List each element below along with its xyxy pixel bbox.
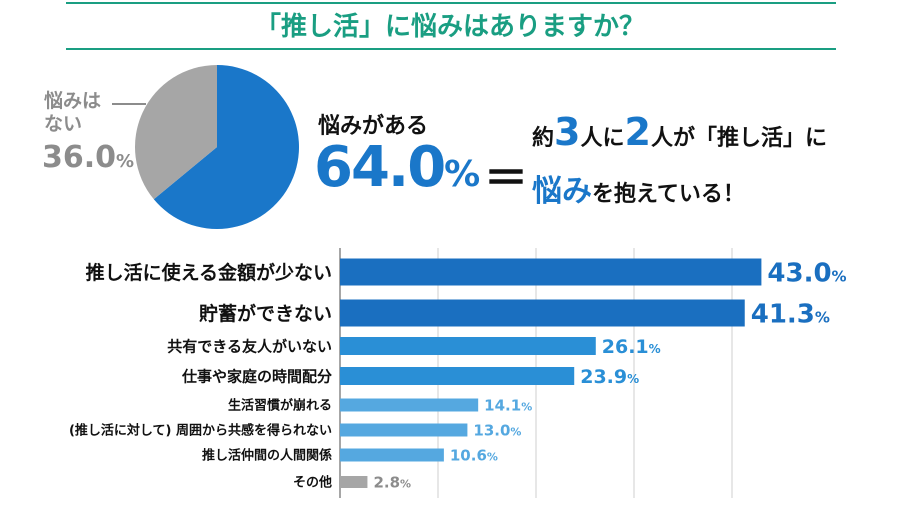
bar-value-pct-1: % bbox=[815, 308, 830, 326]
pie-yes-number: 64.0 bbox=[314, 135, 446, 200]
pie-slice-yes bbox=[153, 65, 299, 229]
summary-text-rest: 人が「推し活」に bbox=[650, 126, 827, 151]
bar-0 bbox=[340, 258, 762, 286]
bar-4 bbox=[340, 398, 479, 412]
title-rule-top bbox=[66, 2, 836, 4]
bar-value-pct-0: % bbox=[832, 267, 847, 285]
bar-value-5: 13.0% bbox=[473, 421, 521, 439]
bar-value-6: 10.6% bbox=[450, 446, 498, 464]
bar-label-3: 仕事や家庭の時間配分 bbox=[181, 367, 332, 385]
equals-sign: ＝ bbox=[484, 153, 528, 204]
summary-nayami: 悩み bbox=[532, 174, 592, 209]
bar-label-1: 貯蓄ができない bbox=[199, 302, 332, 325]
bar-value-2: 26.1% bbox=[602, 336, 661, 358]
pie-no-label-line2: ない bbox=[44, 113, 83, 135]
bar-value-pct-4: % bbox=[521, 400, 532, 413]
bar-value-1: 41.3% bbox=[751, 299, 830, 329]
bar-label-5: (推し活に対して) 周囲から共感を得られない bbox=[69, 423, 332, 439]
pie-no-value: 36.0% bbox=[42, 140, 134, 175]
bar-value-pct-5: % bbox=[510, 425, 521, 438]
bar-value-pct-2: % bbox=[649, 342, 661, 356]
summary-line-1: 約3人に2人が「推し活」に bbox=[532, 110, 827, 154]
bar-value-3: 23.9% bbox=[580, 366, 639, 388]
bar-label-0: 推し活に使える金額が少ない bbox=[86, 261, 332, 284]
summary-text-end: を抱えている！ bbox=[592, 182, 745, 207]
bar-value-pct-7: % bbox=[400, 477, 411, 490]
pie-no-label-line1: 悩みは bbox=[44, 90, 102, 112]
bar-5 bbox=[340, 423, 468, 437]
pie-yes-value: 64.0% bbox=[314, 135, 480, 200]
bar-value-7: 2.8% bbox=[373, 473, 411, 491]
pie-slice-no bbox=[135, 65, 217, 200]
summary-number-2: 2 bbox=[624, 110, 651, 154]
title-rule-bottom bbox=[66, 48, 836, 50]
bar-7 bbox=[340, 476, 368, 488]
bar-1 bbox=[340, 299, 745, 327]
bar-6 bbox=[340, 448, 444, 462]
bar-value-pct-6: % bbox=[487, 450, 498, 463]
page-title: 「推し活」に悩みはありますか？ bbox=[254, 12, 645, 42]
pie-yes-pct: % bbox=[444, 154, 481, 195]
bar-value-4: 14.1% bbox=[484, 396, 532, 414]
pie-no-leader-line bbox=[112, 103, 146, 105]
pie-chart bbox=[132, 62, 302, 232]
bar-layer: 推し活に使える金額が少ない 43.0% 貯蓄ができない 41.3% 共有できる友人がいな… bbox=[69, 258, 847, 491]
summary-number-3: 3 bbox=[554, 110, 581, 154]
pie-yes-label: 悩みがある bbox=[318, 114, 429, 139]
bar-label-2: 共有できる友人がいない bbox=[167, 337, 332, 355]
bar-value-0: 43.0% bbox=[767, 258, 846, 288]
bar-label-6: 推し活仲間の人間関係 bbox=[202, 448, 332, 464]
pie-no-label: 悩みは ない bbox=[44, 90, 101, 136]
bar-value-pct-3: % bbox=[627, 372, 639, 386]
summary-prefix: 約 bbox=[532, 126, 555, 151]
summary-line-2: 悩みを抱えている！ bbox=[532, 166, 745, 210]
bar-3 bbox=[340, 367, 575, 385]
pie-no-number: 36.0 bbox=[42, 140, 117, 175]
pie-no-pct: % bbox=[116, 151, 135, 172]
bar-2 bbox=[340, 337, 596, 355]
summary-text-ninni: 人に bbox=[580, 126, 625, 151]
bar-label-4: 生活習慣が崩れる bbox=[228, 398, 332, 414]
bar-label-7: その他 bbox=[293, 475, 332, 491]
